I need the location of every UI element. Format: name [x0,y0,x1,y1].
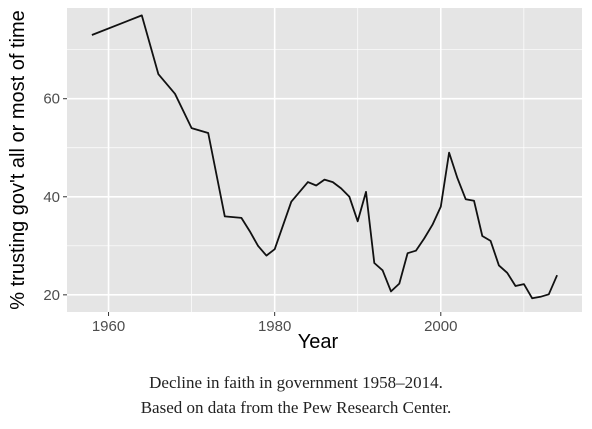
grid-minor [67,8,582,312]
y-axis-ticks: 20 40 60 [43,91,67,304]
x-axis-ticks: 1960 1980 2000 [92,312,457,335]
y-tick-label: 60 [43,91,60,108]
x-axis-label: Year [298,331,339,353]
line-chart: 1960 1980 2000 20 40 60 Year % trusting gov'… [7,8,582,353]
y-tick-label: 20 [43,287,60,304]
plot-panel [67,8,582,312]
y-tick-label: 40 [43,189,60,206]
x-tick-label: 1960 [92,318,125,335]
x-tick-label: 1980 [258,318,291,335]
y-axis-label: % trusting gov't all or most of time [7,10,29,309]
figure-caption-line-2: Based on data from the Pew Research Cent… [140,398,452,417]
figure-caption-line-1: Decline in faith in government 1958–2014… [149,373,443,392]
x-tick-label: 2000 [424,318,457,335]
trust-series-line [91,14,558,300]
grid-major [67,8,582,312]
